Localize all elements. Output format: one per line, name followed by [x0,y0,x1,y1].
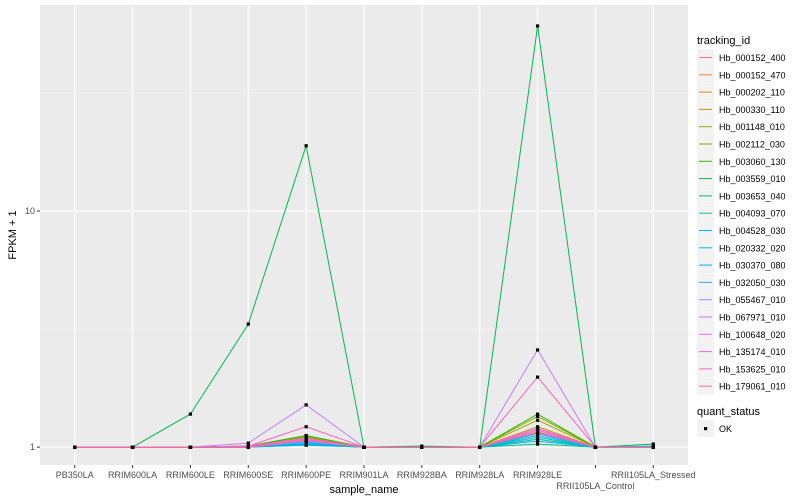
data-point [535,414,540,418]
data-point [246,322,250,326]
data-point [246,445,250,449]
x-tick-label: RRIM600LA [108,470,157,480]
legend-label: Hb_179061_010 [719,382,786,392]
legend-label: Hb_000152_470 [719,70,786,80]
data-point [535,437,540,441]
legend-label: Hb_004528_030 [719,226,786,236]
data-point [478,445,482,449]
data-point [535,412,540,416]
legend-label: Hb_000330_110 [719,105,785,115]
legend-label: Hb_020332_020 [719,243,786,253]
data-point [535,442,540,446]
legend-label: Hb_003653_040 [719,191,786,201]
x-tick-label: RRIM928BA [397,470,447,480]
x-axis-title: sample_name [329,484,398,496]
x-tick-label: RRII105LA_Control [556,481,634,491]
x-tick-label: RRIM600LE [166,470,215,480]
legend-label: Hb_003559_010 [719,174,786,184]
data-point [73,445,77,449]
legend-title-quant-status: quant_status [697,406,760,418]
data-point [130,445,135,449]
data-point [535,433,540,438]
legend-label: OK [719,424,732,434]
data-point [362,445,366,449]
data-point [304,403,308,407]
data-point [651,442,655,446]
data-point [535,375,540,379]
data-point [535,432,540,436]
data-point [535,418,540,422]
data-point [535,430,540,434]
data-point [304,438,308,442]
data-point [535,425,540,429]
y-tick-label: 1 [30,442,35,452]
legend-label: Hb_067971_010 [719,313,786,323]
data-point [188,445,193,449]
legend-label: Hb_055467_010 [719,295,786,305]
x-tick-label: RRIM901LA [339,470,388,480]
legend-label: Hb_001148_010 [719,122,785,132]
y-axis-title: FPKM + 1 [7,210,19,259]
x-tick-label: RRII105LA_Stressed [611,470,696,480]
legend-point-swatch [704,427,708,431]
data-point [651,445,655,449]
data-point [593,445,598,449]
legend-label: Hb_100648_020 [719,330,786,340]
data-point [246,441,250,445]
legend-label: Hb_003060_130 [719,157,786,167]
legend-title-tracking-id: tracking_id [697,35,750,47]
legend-label: Hb_135174_010 [719,347,786,357]
data-point [304,433,308,438]
data-point [304,425,308,429]
data-point [535,439,540,443]
legend-label: Hb_000202_110 [719,88,785,98]
data-point [304,436,308,440]
x-tick-label: RRIM600SE [223,470,273,480]
data-point [535,435,540,439]
legend-label: Hb_004093_070 [719,209,786,219]
legend-label: Hb_153625_010 [719,364,786,374]
legend-label: Hb_000152_400 [719,53,786,63]
x-tick-label: RRIM600PE [281,470,331,480]
x-tick-label: RRIM928LE [513,470,562,480]
data-point [304,443,308,447]
data-point [535,24,540,28]
data-point [535,428,540,432]
data-point [188,412,193,416]
x-tick-label: PB350LA [56,470,94,480]
legend-label: Hb_002112_030 [719,140,785,150]
data-point [535,426,540,431]
legend-label: Hb_030370_080 [719,261,786,271]
data-point [304,144,308,148]
data-point [420,445,424,449]
y-tick-label: 10 [25,206,35,216]
legend-label: Hb_032050_030 [719,278,786,288]
x-tick-label: RRIM928LA [455,470,504,480]
data-point [535,348,540,352]
